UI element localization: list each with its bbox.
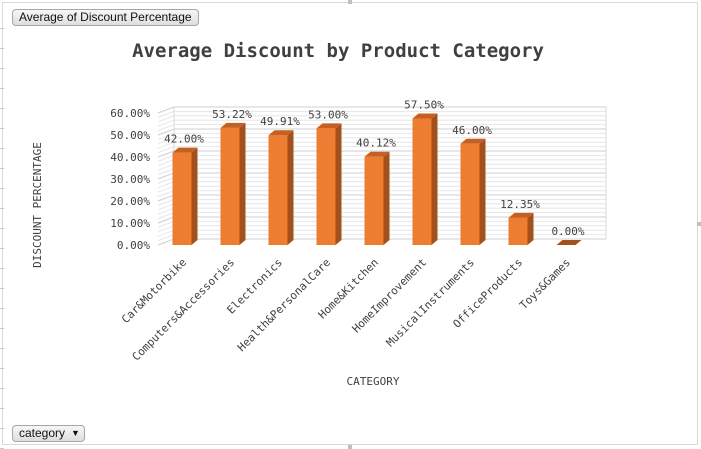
x-tick-label: Health&PersonalCare <box>235 256 333 354</box>
bar[interactable] <box>268 130 294 245</box>
bar[interactable] <box>460 138 486 245</box>
sheet-row-edge <box>0 0 4 449</box>
y-tick-label: 60.00% <box>110 107 150 120</box>
data-label: 0.00% <box>551 225 584 238</box>
x-axis-ticks: Car&MotorbikeComputers&AccessoriesElectr… <box>119 256 573 364</box>
category-field-button[interactable]: category ▼ <box>12 425 85 442</box>
chart-area <box>2 2 698 445</box>
resize-handle-top[interactable] <box>348 0 352 4</box>
x-tick-label: MusicalInstruments <box>384 256 477 349</box>
y-axis-ticks: 0.00% 10.00% 20.00% 30.00% 40.00% 50.00% 60.00… <box>110 107 150 252</box>
bar[interactable] <box>364 151 390 245</box>
data-label: 40.12% <box>356 137 396 150</box>
x-axis-title: CATEGORY <box>347 375 400 388</box>
bar[interactable] <box>316 123 342 245</box>
y-tick-label: 20.00% <box>110 195 150 208</box>
resize-handle-right[interactable] <box>697 222 701 226</box>
category-field-label: category <box>19 426 66 440</box>
data-label: 57.50% <box>404 99 444 112</box>
y-tick-label: 50.00% <box>110 129 150 142</box>
bar[interactable] <box>556 240 582 245</box>
y-tick-label: 30.00% <box>110 173 150 186</box>
resize-handle-bottom[interactable] <box>348 445 352 449</box>
y-tick-label: 10.00% <box>110 217 150 230</box>
data-label: 12.35% <box>500 198 540 211</box>
data-label: 53.00% <box>308 108 348 121</box>
x-tick-label: Toys&Games <box>517 256 573 312</box>
data-label: 53.22% <box>212 108 252 121</box>
data-label: 49.91% <box>260 115 300 128</box>
value-field-label: Average of Discount Percentage <box>19 10 192 24</box>
bar[interactable] <box>172 147 198 245</box>
dropdown-arrow-icon[interactable]: ▼ <box>71 428 80 438</box>
value-field-button[interactable]: Average of Discount Percentage <box>12 9 199 26</box>
x-tick-label: Computers&Accessories <box>130 256 238 364</box>
data-label: 42.00% <box>164 133 204 146</box>
bar[interactable] <box>508 212 534 245</box>
y-tick-label: 40.00% <box>110 151 150 164</box>
bar[interactable] <box>220 122 246 245</box>
data-label: 46.00% <box>452 124 492 137</box>
y-axis-title: DISCOUNT PERCENTAGE <box>31 142 44 268</box>
data-labels: 42.00% 53.22% 49.91% 53.00% 40.12% 57.50% 46.0… <box>164 99 585 239</box>
bar[interactable] <box>412 113 438 246</box>
y-tick-label: 0.00% <box>117 239 150 252</box>
bars <box>172 113 582 246</box>
chart-title: Average Discount by Product Category <box>132 40 544 62</box>
